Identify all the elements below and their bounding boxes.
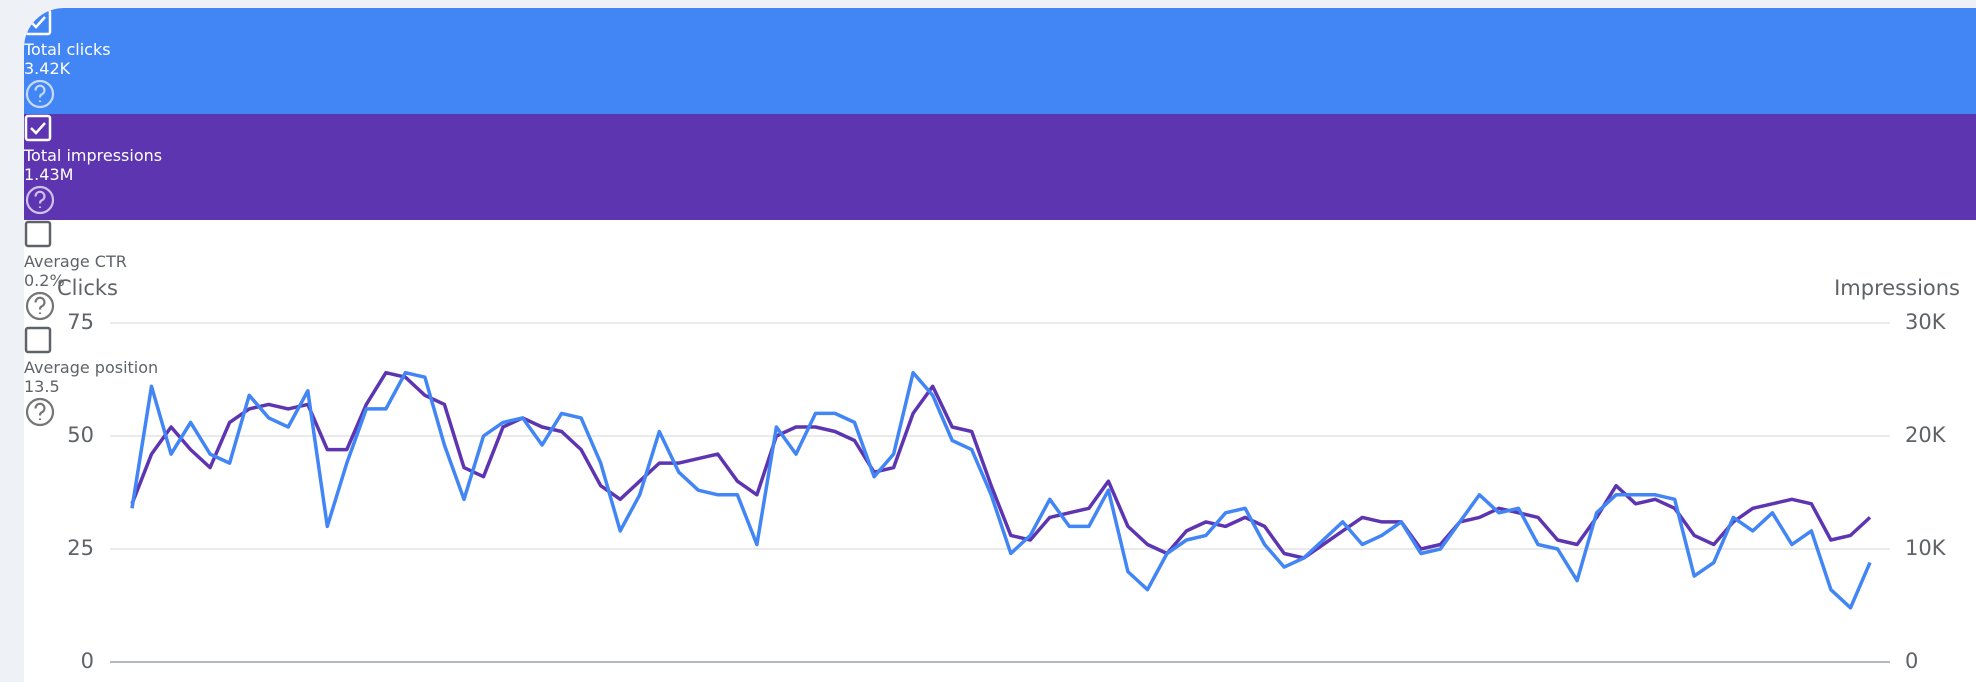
checkbox (24, 326, 52, 354)
checkbox (24, 114, 52, 142)
metric-card[interactable]: Total impressions 1.43M (24, 114, 1976, 220)
help-circle (25, 185, 55, 215)
y2-tick-label: 30K (1905, 310, 1947, 334)
help-icon[interactable] (24, 396, 56, 428)
metric-label: Total impressions (24, 146, 163, 165)
metric-value: 1.43M (24, 165, 74, 184)
checkbox-check (30, 16, 46, 29)
y2-tick-label: 10K (1905, 536, 1947, 560)
series-line (130, 370, 1872, 560)
checkbox-check (30, 122, 46, 135)
metric-label: Average position (24, 358, 159, 377)
help-icon[interactable] (24, 290, 56, 322)
metric-card[interactable]: Total clicks 3.42K (24, 8, 1976, 114)
checkbox (24, 220, 52, 248)
y-axis-title: Clicks (57, 276, 118, 300)
series-line (130, 370, 1872, 610)
y2-axis-title: Impressions (1834, 276, 1960, 300)
y-tick-label: 75 (67, 310, 94, 334)
y2-tick-label: 0 (1905, 649, 1918, 673)
metric-value: 3.42K (24, 59, 71, 78)
help-glyph (34, 190, 46, 208)
metric-label: Total clicks (24, 40, 111, 59)
metric-value: 0.2% (24, 271, 65, 290)
help-circle (25, 291, 55, 321)
help-glyph (34, 402, 46, 420)
help-glyph (34, 84, 46, 102)
metric-label: Average CTR (24, 252, 127, 271)
metric-card[interactable]: Average position 13.5 (24, 326, 1976, 432)
y-tick-label: 25 (67, 536, 94, 560)
y2-tick-label: 20K (1905, 423, 1947, 447)
checkbox-box (24, 114, 52, 142)
help-icon[interactable] (24, 78, 56, 110)
help-circle (25, 397, 55, 427)
chart: Clicks Impressions 0 25 50 75 0 10K 20K 30K (57, 276, 1960, 673)
help-circle (25, 79, 55, 109)
y-tick-label: 50 (67, 423, 94, 447)
metric-card[interactable]: Average CTR 0.2% (24, 220, 1976, 326)
help-glyph (34, 296, 46, 314)
metric-value: 13.5 (24, 377, 60, 396)
help-icon[interactable] (24, 184, 56, 216)
y-tick-label: 0 (81, 649, 94, 673)
checkbox-box (24, 326, 52, 354)
performance-panel: Clicks Impressions 0 25 50 75 0 10K 20K 30K Tot… (24, 8, 1976, 682)
checkbox-box (24, 220, 52, 248)
